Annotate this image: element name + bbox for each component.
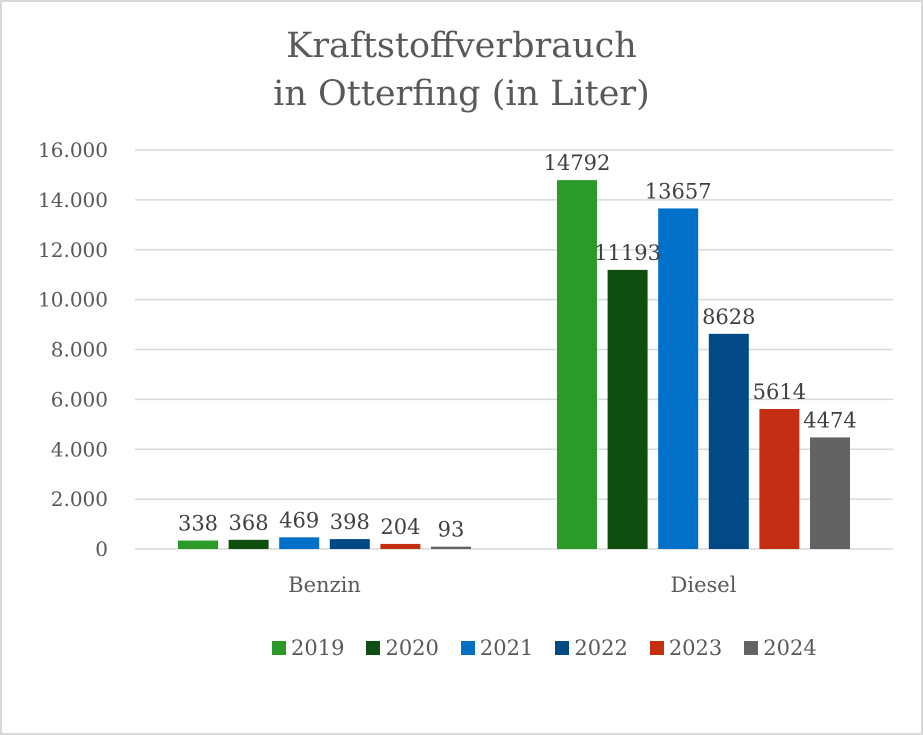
data-label: 398 [330, 510, 370, 534]
bars [178, 180, 850, 549]
y-tick-label: 0 [95, 537, 108, 561]
legend: 2019 2020 2021 2022 2023 2024 [272, 636, 817, 660]
y-axis: 0 2.000 4.000 6.000 8.000 10.000 12.000 14.000 1… [38, 138, 108, 561]
bar-benzin-2019 [178, 540, 218, 549]
y-tick-label: 8.000 [51, 338, 108, 362]
chart-title-line-1: Kraftstoffverbrauch [286, 26, 637, 66]
legend-item-2019: 2019 [272, 636, 344, 660]
bar-diesel-2024 [810, 437, 850, 549]
y-tick-label: 6.000 [51, 387, 108, 411]
bar-benzin-2020 [228, 539, 269, 549]
chart-title: Kraftstoffverbrauch in Otterfing (in Lit… [0, 22, 923, 118]
y-tick-label: 16.000 [38, 138, 108, 162]
legend-item-2023: 2023 [649, 636, 723, 660]
bar-benzin-2023 [380, 543, 421, 549]
data-label: 4474 [803, 408, 856, 432]
data-label: 469 [279, 508, 319, 532]
y-tick-label: 4.000 [51, 437, 108, 461]
y-tick-label: 2.000 [51, 487, 108, 511]
legend-item-2021: 2021 [460, 636, 534, 660]
bar-diesel-2019 [557, 180, 597, 549]
legend-swatch [649, 641, 664, 655]
chart-title-line-2: in Otterfing (in Liter) [273, 74, 650, 114]
y-tick-label: 14.000 [38, 188, 108, 212]
data-label: 13657 [645, 179, 712, 203]
legend-item-2024: 2024 [744, 636, 817, 660]
legend-item-2020: 2020 [366, 636, 439, 660]
legend-label: 2019 [291, 636, 345, 660]
bar-diesel-2022 [708, 333, 749, 549]
legend-swatch [460, 641, 475, 655]
data-label: 5614 [753, 380, 806, 404]
x-category-label: Diesel [671, 573, 737, 597]
legend-label: 2022 [574, 636, 628, 660]
legend-label: 2024 [763, 636, 817, 660]
x-axis: Benzin Diesel [288, 573, 737, 597]
data-label: 8628 [702, 305, 755, 329]
legend-label: 2023 [668, 636, 723, 660]
legend-swatch [366, 641, 381, 655]
legend-label: 2020 [385, 636, 439, 660]
data-label: 204 [380, 515, 420, 539]
legend-label: 2021 [479, 636, 534, 660]
data-labels: 338 368 469 398 204 93 14792 11193 13657 8628 5614… [178, 151, 857, 542]
legend-swatch [555, 641, 570, 655]
data-label: 14792 [544, 151, 611, 175]
y-tick-label: 12.000 [38, 238, 108, 262]
bar-benzin-2024 [431, 546, 471, 549]
data-label: 338 [178, 512, 218, 536]
bar-diesel-2020 [607, 269, 648, 549]
data-label: 368 [229, 511, 269, 535]
bar-benzin-2022 [329, 539, 370, 549]
legend-swatch [744, 641, 759, 655]
bar-diesel-2023 [759, 409, 800, 549]
bar-diesel-2021 [658, 208, 699, 549]
y-tick-label: 10.000 [38, 288, 108, 312]
data-label: 93 [438, 518, 465, 542]
x-category-label: Benzin [288, 573, 361, 597]
bar-benzin-2021 [279, 537, 320, 549]
legend-swatch [272, 641, 286, 655]
legend-item-2022: 2022 [555, 636, 628, 660]
data-label: 11193 [594, 241, 661, 265]
